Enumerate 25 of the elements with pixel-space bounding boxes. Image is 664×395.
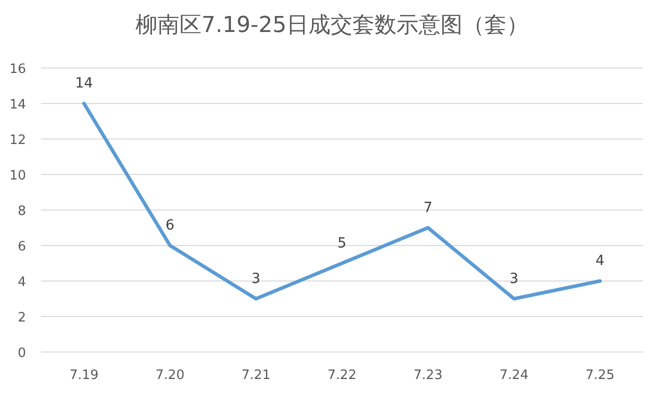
y-tick-label: 2 (18, 310, 26, 326)
line-series (82, 102, 602, 300)
y-tick-label: 4 (18, 275, 26, 290)
y-tick-label: 0 (18, 346, 26, 361)
x-tick-label: 7.21 (242, 368, 270, 383)
x-tick-label: 7.23 (414, 368, 442, 383)
x-tick-label: 7.24 (500, 368, 528, 383)
chart-title: 柳南区7.19-25日成交套数示意图（套） (136, 13, 528, 38)
y-tick-label: 10 (9, 168, 26, 184)
y-tick-label: 16 (9, 62, 26, 77)
x-tick-label: 7.20 (156, 368, 184, 383)
data-label: 5 (338, 235, 346, 252)
data-label: 7 (424, 200, 432, 216)
data-label: 6 (166, 218, 175, 234)
data-label: 3 (510, 270, 518, 287)
x-tick-label: 7.25 (586, 368, 614, 383)
y-tick-label: 12 (9, 133, 26, 148)
x-tick-label: 7.22 (328, 368, 356, 383)
data-label: 4 (596, 253, 605, 269)
y-tick-label: 6 (18, 240, 26, 254)
data-label: 14 (75, 76, 93, 92)
x-tick-label: 7.19 (70, 368, 98, 383)
y-tick-label: 8 (18, 204, 26, 219)
y-tick-label: 14 (9, 98, 26, 112)
data-label: 3 (252, 270, 260, 287)
